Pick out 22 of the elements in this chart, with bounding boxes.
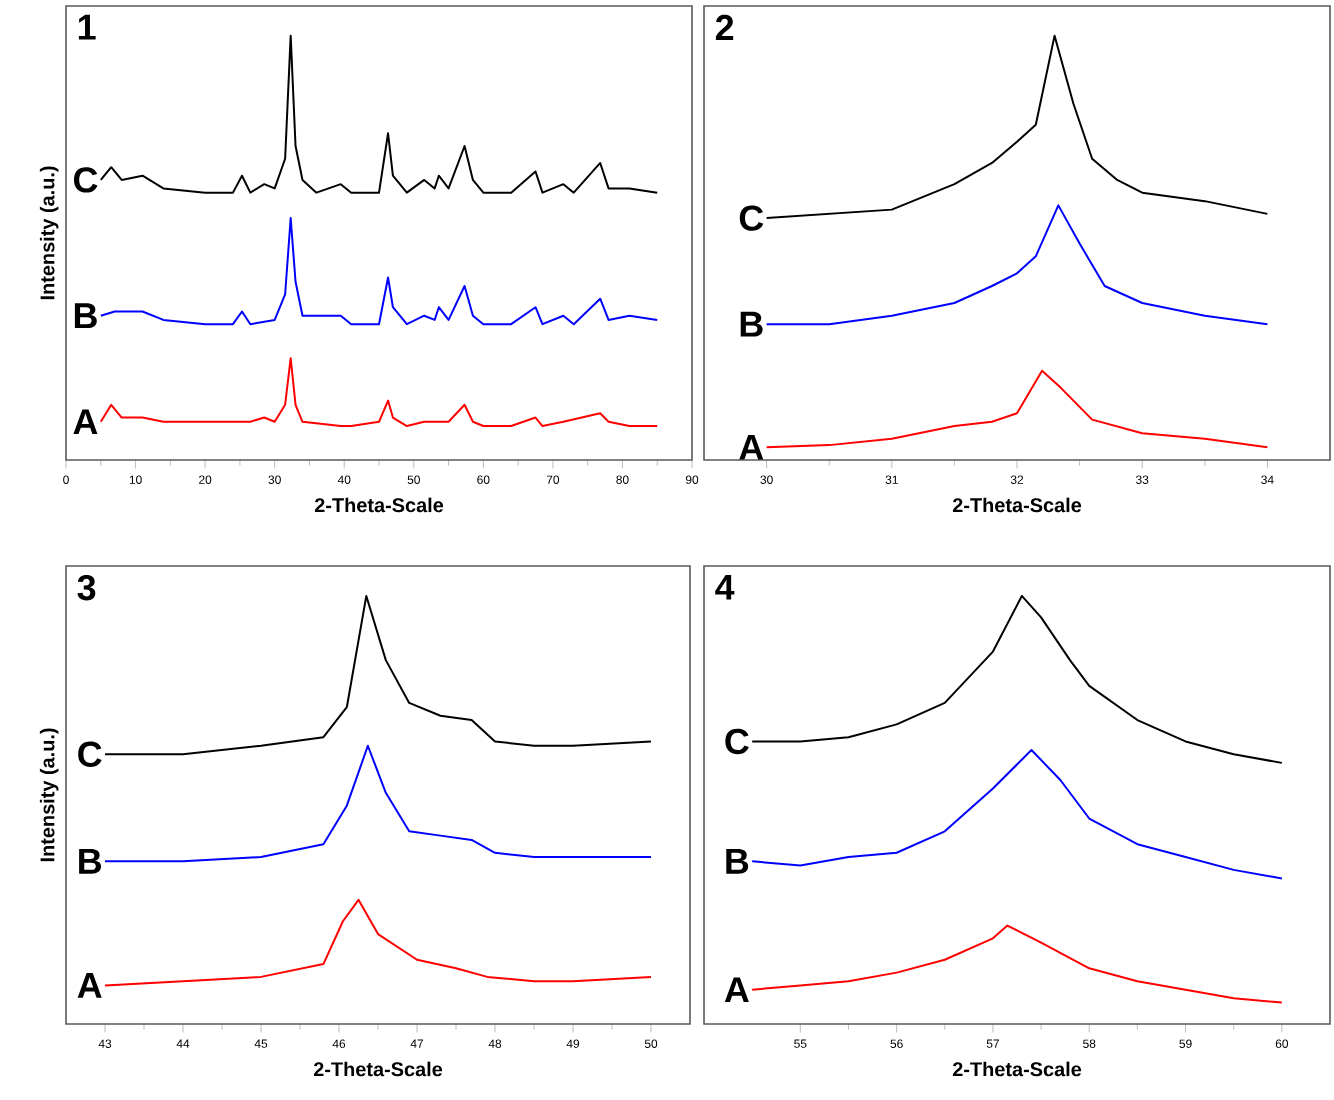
- chart-title: 4: [715, 574, 735, 600]
- y-axis-title: Intensity (a.u.): [39, 728, 59, 862]
- x-axis-title: 2-Theta-Scale: [313, 1061, 443, 1077]
- chart-title: 3: [77, 574, 96, 601]
- series-label: C: [725, 728, 749, 755]
- y-axis-title: Intensity (a.u.): [39, 166, 59, 300]
- chart-title: 1: [78, 14, 96, 40]
- series-label: A: [73, 409, 98, 435]
- series-label: C: [73, 167, 98, 193]
- series-label: C: [739, 205, 764, 231]
- series-label: C: [78, 741, 102, 767]
- series-label: A: [724, 977, 749, 1003]
- x-axis-title: 2-Theta-Scale: [952, 1061, 1082, 1077]
- series-label: A: [739, 434, 764, 460]
- series-label: B: [74, 303, 97, 329]
- x-axis-title: 2-Theta-Scale: [952, 497, 1082, 513]
- series-label: B: [79, 848, 101, 874]
- series-label: A: [77, 973, 102, 998]
- series-label: B: [726, 848, 749, 874]
- x-axis-title: 2-Theta-Scale: [314, 497, 444, 513]
- chart-title: 2: [715, 14, 734, 40]
- series-label: B: [740, 311, 763, 337]
